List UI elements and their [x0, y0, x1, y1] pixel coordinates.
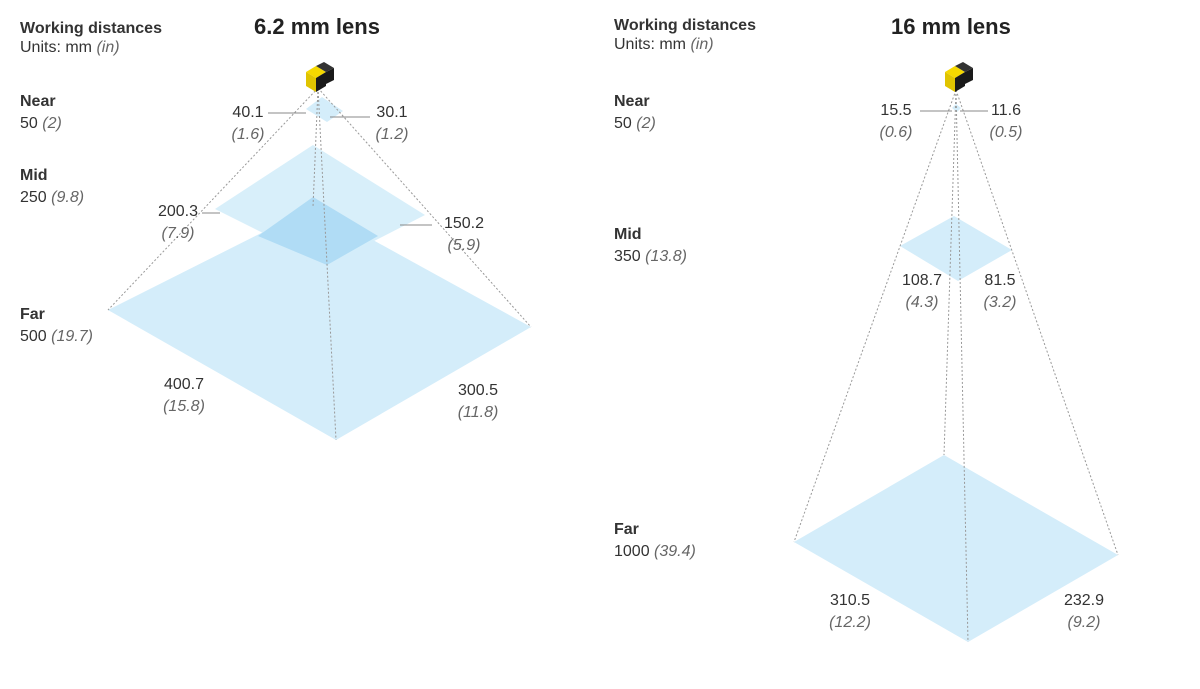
distance-far: Far 1000 (39.4): [614, 521, 696, 560]
dimension-leaders: [202, 112, 432, 226]
mid-plane: [900, 216, 1012, 281]
lens-title: 16 mm lens: [891, 14, 1011, 39]
far-plane: [108, 207, 531, 440]
far-plane: [794, 455, 1118, 642]
near-height-dim: 30.1 (1.2): [375, 104, 409, 143]
working-distances-header: Working distances Units: mm (in): [20, 19, 162, 57]
camera-icon: [945, 62, 973, 92]
mid-width-dim: 108.7 (4.3): [901, 272, 943, 311]
lens-title: 6.2 mm lens: [254, 14, 380, 39]
working-distances-header: Working distances Units: mm (in): [614, 16, 756, 54]
near-plane: [952, 104, 961, 112]
mid-far-overlap: [258, 197, 378, 265]
distance-mid: Mid 350 (13.8): [614, 226, 687, 265]
distance-far: Far 500 (19.7): [20, 306, 93, 345]
distance-near: Near 50 (2): [614, 93, 656, 132]
header-units: Units: mm (in): [614, 36, 714, 53]
near-width-dim: 15.5 (0.6): [879, 102, 913, 141]
far-height-dim: 232.9 (9.2): [1063, 592, 1105, 631]
frustum-edges: [107, 87, 532, 441]
mid-width-dim: 200.3 (7.9): [157, 203, 199, 242]
panel-16mm-lens: Working distances Units: mm (in) 16 mm l…: [594, 0, 1200, 689]
mid-height-dim: 81.5 (3.2): [983, 272, 1017, 311]
field-of-view-diagram-6mm: [107, 62, 532, 441]
frustum-edges: [793, 89, 1119, 643]
distance-mid: Mid 250 (9.8): [20, 167, 85, 206]
far-height-dim: 300.5 (11.8): [457, 382, 499, 421]
far-width-dim: 310.5 (12.2): [829, 592, 871, 631]
field-of-view-diagram-16mm: [793, 62, 1119, 643]
near-width-dim: 40.1 (1.6): [231, 104, 265, 143]
near-height-dim: 11.6 (0.5): [989, 102, 1023, 141]
near-plane: [306, 97, 343, 122]
camera-icon: [306, 62, 334, 92]
far-width-dim: 400.7 (15.8): [163, 376, 205, 415]
header-title: Working distances: [20, 20, 162, 37]
header-units: Units: mm (in): [20, 39, 120, 56]
mid-height-dim: 150.2 (5.9): [443, 215, 485, 254]
header-title: Working distances: [614, 17, 756, 34]
panel-6mm-lens: Working distances Units: mm (in) 6.2 mm …: [20, 14, 532, 441]
distance-near: Near 50 (2): [20, 93, 62, 132]
